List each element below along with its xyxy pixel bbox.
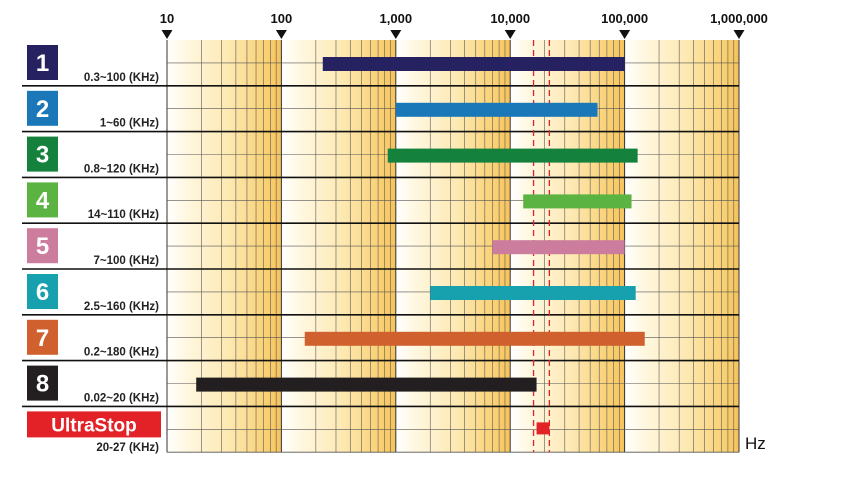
row-badge-number: 4 <box>36 187 50 214</box>
x-tick-marker <box>733 30 745 39</box>
range-bars <box>196 57 645 435</box>
x-tick-label: 100 <box>271 11 293 26</box>
x-axis: 10 100 1,000 10,000 100,000 1,000,000 Hz <box>160 11 768 453</box>
row-range-label: 0.3~100 (KHz) <box>84 72 159 84</box>
x-tick-label: 1,000,000 <box>710 11 768 26</box>
x-unit-label: Hz <box>745 434 766 453</box>
row-badge-number: 7 <box>36 325 49 352</box>
range-bar <box>395 102 598 117</box>
range-bar <box>536 422 550 435</box>
row-badge-number: 6 <box>36 279 49 306</box>
row-badge <box>27 136 58 172</box>
row-badge-label: UltraStop <box>51 415 137 436</box>
row-badges: 1 0.3~100 (KHz) 2 1~60 (KHz) 3 0.8~120 (KHz) 4… <box>27 45 161 454</box>
row-badge-number: 8 <box>36 371 49 398</box>
row-badge <box>27 274 58 309</box>
x-tick-marker <box>161 30 173 39</box>
row-badge-number: 2 <box>36 96 49 123</box>
x-tick-marker <box>390 30 402 39</box>
row-range-label: 1~60 (KHz) <box>100 118 159 130</box>
row-badge-number: 5 <box>36 233 49 260</box>
x-tick-label: 10 <box>160 11 174 26</box>
row-badge <box>27 365 58 401</box>
x-tick-marker <box>504 30 516 39</box>
range-bar <box>196 377 537 392</box>
x-tick-marker <box>275 30 287 39</box>
row-badge-number: 1 <box>36 50 49 77</box>
row-range-label: 7~100 (KHz) <box>93 255 159 267</box>
row-badge <box>27 90 58 126</box>
x-tick-marker <box>619 30 631 39</box>
range-bar <box>492 240 625 255</box>
range-bar <box>430 286 636 300</box>
row-badge <box>27 182 58 218</box>
range-bar <box>322 57 625 71</box>
range-bar <box>304 331 645 346</box>
row-badge <box>27 45 58 80</box>
row-badge <box>27 228 58 264</box>
row-range-label: 14~110 (KHz) <box>88 209 159 221</box>
row-range-label: 2.5~160 (KHz) <box>84 301 159 313</box>
row-range-label: 20-27 (KHz) <box>96 442 159 454</box>
row-range-label: 0.02~20 (KHz) <box>84 392 159 404</box>
x-tick-label: 1,000 <box>380 11 413 26</box>
row-range-label: 0.2~180 (KHz) <box>84 347 159 359</box>
range-bar <box>523 194 632 209</box>
x-tick-label: 100,000 <box>601 11 648 26</box>
row-range-label: 0.8~120 (KHz) <box>84 163 159 175</box>
row-badge-number: 3 <box>36 142 49 169</box>
row-badge <box>27 411 161 438</box>
x-tick-label: 10,000 <box>490 11 530 26</box>
range-bar <box>387 148 638 163</box>
row-badge <box>27 319 58 355</box>
